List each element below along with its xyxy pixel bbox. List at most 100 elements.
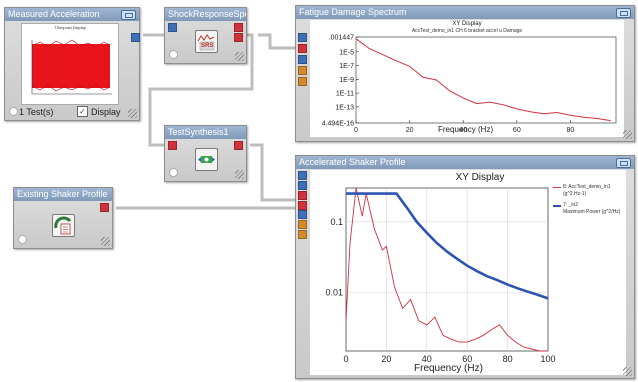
legend-item: 7: _in2 Maximum Power (g^2/Hz) [553,202,625,220]
srs-icon[interactable]: SRS [195,30,218,53]
window-restore-icon[interactable] [121,10,136,20]
output-port-2[interactable] [234,33,243,42]
resize-handle-icon[interactable] [623,367,632,376]
x-tick-label: 60 [462,354,472,364]
y-tick-label: 1E-7 [339,63,354,70]
window-restore-icon[interactable] [616,158,631,168]
input-port[interactable] [168,23,177,32]
input-port-3[interactable] [298,55,307,64]
display-checkbox-label: Display [91,107,121,117]
x-tick-label: 60 [513,127,521,134]
x-tick-label: 0 [354,127,358,134]
legend-label: 8: AccTest_demo_in1 [563,184,611,190]
plot-frame [355,36,617,124]
srs-chart-icon [197,34,215,51]
plot-frame [345,187,549,352]
input-port-2[interactable] [298,44,307,53]
resize-handle-icon[interactable] [128,109,137,118]
accel-plot-area: XY Display 0 20 40 60 80 100 0.1 0.01 Frequency… [310,170,626,375]
acctest-series-line [345,187,548,352]
x-tick-label: 20 [381,354,391,364]
status-dot [9,107,18,116]
max-power-series-line [346,192,549,300]
mini-plot-title: TSimpulsi Display [54,25,86,30]
resize-handle-icon[interactable] [623,130,632,139]
resize-handle-icon[interactable] [101,237,110,246]
input-port-5[interactable] [298,210,307,219]
window-restore-icon[interactable] [616,8,631,18]
node-title: Existing Shaker Profile [14,188,112,201]
x-tick-label: 20 [406,127,414,134]
x-tick-label: 80 [567,127,575,134]
window-title: Fatigue Damage Spectrum [296,6,634,19]
legend-sub: (g^2.Hz-1) [563,191,587,197]
accel-x-axis-label: Frequency (Hz) [414,363,483,374]
damage-series-line [355,38,611,122]
legend-swatch-blue [553,205,561,207]
window-title: Accelerated Shaker Profile [296,156,634,169]
output-port[interactable] [298,66,307,75]
input-port-4[interactable] [298,201,307,210]
tests-count-label: 1 Test(s) [19,107,54,117]
shock-response-spec-node[interactable]: ShockResponseSpec SRS [164,7,247,64]
output-port[interactable] [298,220,307,229]
x-tick-label: 40 [422,354,432,364]
accel-legend: 8: AccTest_demo_in1 (g^2.Hz-1) 7: _in2 M… [553,184,625,220]
output-port-2[interactable] [298,230,307,239]
mini-time-plot: TSimpulsi Display [21,23,119,105]
accelerated-shaker-profile-window[interactable]: Accelerated Shaker Profile XY Display 0 2… [295,155,635,379]
input-port-3[interactable] [298,191,307,200]
status-dot [169,50,178,59]
node-title: ShockResponseSpec [165,8,246,21]
input-port-2[interactable] [298,181,307,190]
synthesis-arrows-icon [198,156,215,163]
output-port-2[interactable] [298,77,307,86]
fatigue-plot-area: XY Display AccTest_demo_in1 CH 6 bracket… [310,20,624,137]
output-port[interactable] [234,23,243,32]
status-dot [18,235,27,244]
y-tick-label: 0.1 [330,217,343,227]
y-tick-label: 1E-5 [339,49,354,56]
input-port[interactable] [168,141,177,150]
mini-plot-signal [31,39,112,95]
legend-sub: Maximum Power (g^2/Hz) [563,209,621,215]
synthesis-icon[interactable] [195,148,218,171]
fatigue-chart: .001447 1E-5 1E-7 1E-9 1E-11 1E-13 4.494E-160 2… [322,35,617,134]
resize-handle-icon[interactable] [235,52,244,61]
x-tick-label: 40 [459,127,467,134]
legend-label: 7: _in2 [563,202,579,208]
x-tick-label: 100 [540,354,555,364]
y-tick-label: .001447 [329,35,354,42]
output-port[interactable] [100,203,109,212]
input-port[interactable] [298,171,307,180]
fatigue-damage-spectrum-window[interactable]: Fatigue Damage Spectrum XY Display AccTe… [295,5,635,142]
legend-swatch-red [553,187,561,188]
srs-icon-text: SRS [201,43,214,49]
x-tick-label: 0 [343,354,348,364]
accel-chart-title: XY Display [455,172,505,183]
y-tick-label: 1E-13 [335,104,354,111]
document-chart-icon [54,216,72,235]
y-tick-label: 1E-11 [336,91,354,98]
fatigue-x-axis-label: Frequency (Hz) [438,125,494,134]
node-title: Measured Acceleration [5,8,139,21]
y-tick-label: 0.01 [325,288,343,298]
output-port[interactable] [234,141,243,150]
accel-chart: 0 20 40 60 80 100 0.1 0.01 [325,187,556,364]
y-tick-label: 4.494E-16 [322,121,354,128]
existing-shaker-profile-node[interactable]: Existing Shaker Profile [13,187,113,249]
x-tick-label: 80 [503,354,513,364]
document-icon[interactable] [52,214,75,237]
test-synthesis-node[interactable]: TestSynthesis1 [164,125,247,182]
measured-acceleration-node[interactable]: Measured Acceleration TSimpulsi Display … [4,7,140,121]
node-title: TestSynthesis1 [165,126,246,139]
output-port[interactable] [131,33,140,42]
resize-handle-icon[interactable] [235,170,244,179]
display-checkbox[interactable]: ✓ [77,106,88,117]
y-tick-label: 1E-9 [339,77,354,84]
status-dot [169,168,178,177]
fatigue-chart-title: XY Display [452,21,482,27]
legend-item: 8: AccTest_demo_in1 (g^2.Hz-1) [553,184,625,202]
fatigue-chart-subtitle: AccTest_demo_in1 CH 6 bracket accel u Da… [411,28,523,34]
input-port[interactable] [298,33,307,42]
